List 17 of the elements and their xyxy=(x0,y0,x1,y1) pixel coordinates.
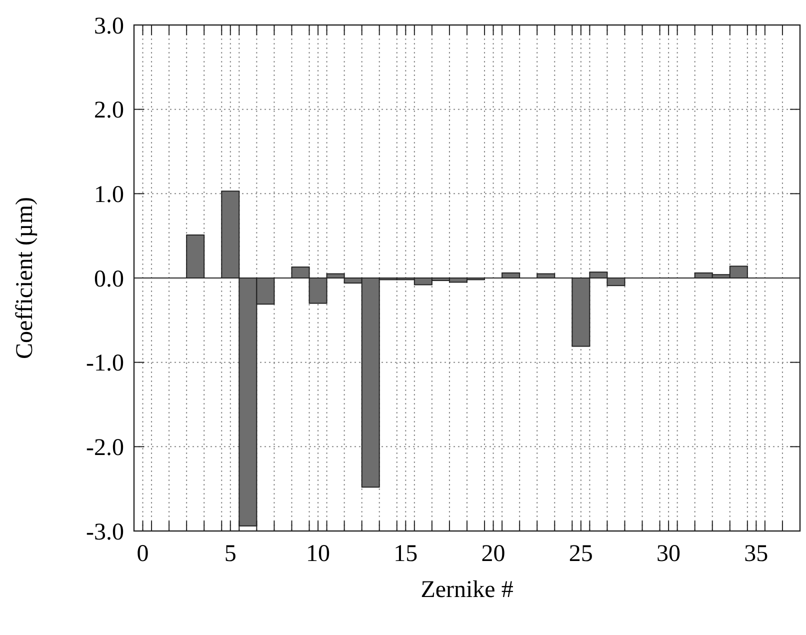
y-tick-label: -1.0 xyxy=(86,350,124,377)
y-tick-label: 1.0 xyxy=(94,182,124,208)
x-tick-label: 25 xyxy=(568,541,593,567)
x-tick-label: 10 xyxy=(306,541,330,567)
x-tick-label: 30 xyxy=(656,541,681,567)
x-tick-label: 35 xyxy=(744,541,768,567)
x-axis-title: Zernike # xyxy=(420,577,514,603)
x-tick-label: 0 xyxy=(136,541,149,567)
x-tick-label: 15 xyxy=(394,541,418,567)
y-tick-label: 0.0 xyxy=(94,266,124,292)
y-tick-label: 2.0 xyxy=(94,98,124,124)
y-axis-title: Coefficient (µm) xyxy=(12,197,38,359)
y-tick-label: -3.0 xyxy=(86,519,124,546)
y-tick-label: 3.0 xyxy=(94,13,124,40)
x-tick-label: 20 xyxy=(481,541,506,567)
x-tick-label: 5 xyxy=(224,541,236,567)
y-tick-label: -2.0 xyxy=(86,435,124,462)
